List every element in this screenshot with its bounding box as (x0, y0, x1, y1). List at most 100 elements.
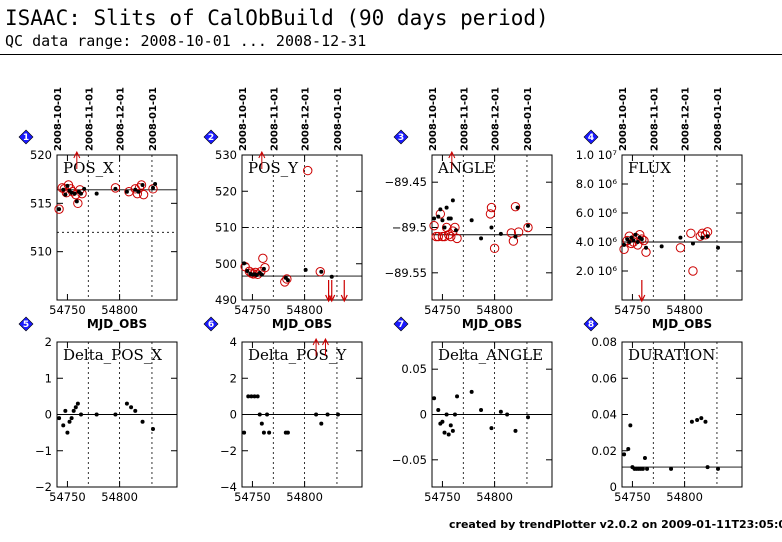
y-tick-label: 1 (45, 371, 52, 385)
data-point (124, 189, 129, 194)
data-point (659, 244, 664, 249)
data-point (329, 274, 334, 279)
data-point (479, 407, 484, 412)
data-point (153, 182, 158, 186)
x-tick-label: 54800 (666, 303, 703, 317)
data-point (469, 389, 474, 394)
data-point (703, 419, 708, 424)
x-tick-label: 54750 (234, 303, 271, 317)
panel-title: Delta_POS_X (63, 346, 162, 364)
panel-number: 2 (208, 133, 214, 143)
date-tick-label: 2008-11-01 (269, 87, 280, 151)
date-tick-label: 2008-12-01 (491, 87, 502, 151)
panel-number-badge (583, 316, 599, 332)
panel-number-badge (203, 129, 219, 145)
data-point (63, 192, 68, 197)
out-of-range-arrowhead (73, 150, 81, 159)
data-point (699, 416, 704, 421)
data-point (633, 232, 638, 237)
data-point (498, 231, 503, 236)
outlier-marker (637, 234, 647, 244)
outlier-marker (258, 253, 268, 264)
data-point (94, 191, 99, 196)
data-point (526, 223, 530, 228)
data-point (65, 183, 70, 188)
x-axis-label: MJD_OBS (652, 317, 712, 332)
outlier-marker (110, 183, 121, 193)
panel-number: 8 (588, 320, 594, 330)
y-tick-label: 8.0 10⁶ (576, 177, 618, 191)
data-point (454, 228, 458, 233)
data-point (448, 216, 453, 221)
data-point (151, 427, 155, 431)
date-tick-label: 2008-12-01 (301, 87, 312, 151)
data-point (442, 225, 447, 230)
panel-number-badge (203, 316, 219, 332)
data-point (267, 430, 272, 435)
y-tick-label: 4.0 10⁶ (576, 235, 618, 249)
date-tick-label: 2008-10-01 (428, 87, 439, 151)
chart-panel: −0.05 0 0.05 54750 54800 Delta_ANGLE 7 (392, 316, 553, 504)
data-point (452, 412, 457, 417)
date-tick-label: 2008-12-01 (681, 87, 692, 151)
data-point (61, 423, 66, 428)
panel-title: DURATION (628, 346, 715, 364)
x-tick-label: 54800 (476, 490, 513, 504)
x-tick-label: 54800 (101, 490, 138, 504)
title-divider (0, 54, 782, 55)
data-point (700, 235, 705, 240)
data-point (259, 272, 264, 277)
data-point (436, 214, 441, 219)
x-axis-label: MJD_OBS (272, 317, 332, 332)
panel-number-badge (393, 129, 409, 145)
data-point (629, 235, 634, 240)
y-tick-label: −1 (35, 444, 52, 458)
data-point (257, 412, 262, 417)
data-point (444, 205, 449, 210)
data-point (432, 396, 437, 401)
data-point (450, 428, 455, 433)
outlier-marker (148, 184, 158, 194)
data-point (446, 432, 451, 437)
panel-title: FLUX (628, 159, 671, 177)
data-point (325, 412, 330, 417)
outlier-marker (486, 202, 497, 213)
y-tick-label: 0 (230, 408, 237, 422)
date-tick-label: 2008-11-01 (459, 87, 470, 151)
panel-number-badge (583, 129, 599, 145)
y-tick-label: 490 (215, 293, 237, 307)
x-axis-label: MJD_OBS (87, 317, 147, 332)
date-tick-label: 2008-01-01 (713, 87, 724, 151)
x-tick-label: 54800 (476, 303, 513, 317)
panel-title: ANGLE (437, 159, 495, 177)
y-tick-label: 515 (30, 196, 52, 210)
x-tick-label: 54750 (424, 490, 461, 504)
data-point (678, 235, 683, 240)
data-point (259, 421, 264, 426)
outlier-marker (688, 266, 698, 276)
data-point (67, 419, 72, 424)
panel-title: POS_Y (248, 159, 299, 177)
outlier-marker (686, 228, 696, 239)
data-point (319, 421, 324, 426)
panel-number-badge (18, 129, 34, 145)
data-point (669, 466, 674, 471)
x-tick-label: 54750 (234, 490, 271, 504)
data-point (448, 423, 453, 428)
data-point (628, 423, 633, 428)
data-point (513, 234, 518, 239)
outlier-marker (77, 188, 87, 199)
x-tick-label: 54750 (49, 490, 86, 504)
data-point (63, 408, 68, 413)
data-point (450, 198, 455, 203)
data-point (261, 430, 266, 435)
date-tick-label: 2008-01-01 (148, 87, 159, 151)
data-point (136, 189, 141, 194)
out-of-range-arrowhead (312, 337, 320, 346)
data-point (440, 218, 445, 223)
outlier-marker (485, 209, 496, 219)
data-point (642, 456, 647, 460)
data-point (716, 245, 720, 250)
